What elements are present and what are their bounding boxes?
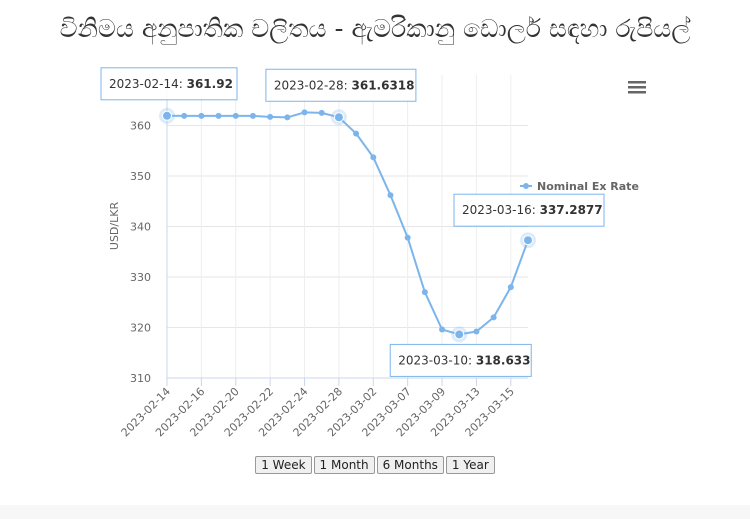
data-point xyxy=(249,112,256,119)
range-button[interactable]: 1 Year xyxy=(445,456,495,474)
hover-point xyxy=(523,235,533,246)
data-point xyxy=(404,234,411,241)
y-tick-label: 310 xyxy=(130,372,151,385)
range-selector: 1 Week 1 Month 6 Months 1 Year xyxy=(0,454,750,474)
tooltip: 2023-02-14: 361.92 xyxy=(100,67,238,101)
y-tick-label: 320 xyxy=(130,322,151,335)
tooltip-value: 318.633 xyxy=(476,353,531,367)
menu-icon[interactable] xyxy=(628,81,646,94)
tooltip-date: 2023-03-10 xyxy=(398,353,468,367)
tooltip-box xyxy=(453,193,605,227)
tooltip: 2023-03-16: 337.2877 xyxy=(453,193,605,227)
menu-bar xyxy=(628,91,646,94)
data-point xyxy=(284,114,291,121)
tooltip-text: 2023-02-28: 361.6318 xyxy=(274,78,415,92)
data-point xyxy=(439,326,446,333)
data-point xyxy=(232,112,239,119)
hover-point xyxy=(162,110,172,121)
menu-bar xyxy=(628,81,646,84)
data-point xyxy=(215,112,222,119)
y-tick-label: 360 xyxy=(130,120,151,133)
data-point xyxy=(267,113,274,120)
tooltip-date: 2023-03-16 xyxy=(462,203,532,217)
legend-marker xyxy=(523,183,529,189)
hover-point xyxy=(333,112,344,123)
footer-band xyxy=(0,505,750,519)
tooltip: 2023-03-10: 318.633 xyxy=(389,343,532,377)
series-line xyxy=(166,111,529,336)
chart-title: විනිමය අනුපාතික චලිතය - ඇමරිකානු ඩොලර් ස… xyxy=(60,14,691,45)
data-point xyxy=(370,154,377,161)
legend-label: Nominal Ex Rate xyxy=(537,180,639,193)
data-point xyxy=(473,328,480,335)
tooltip-value: 361.92 xyxy=(187,77,233,91)
range-button[interactable]: 1 Week xyxy=(255,456,312,474)
y-tick-label: 350 xyxy=(130,170,151,183)
tooltip: 2023-02-28: 361.6318 xyxy=(265,68,417,102)
data-point xyxy=(507,284,514,291)
y-tick-label: 340 xyxy=(130,221,151,234)
tooltip-sep: : xyxy=(344,78,352,92)
range-button[interactable]: 1 Month xyxy=(313,456,375,474)
data-point xyxy=(181,112,188,119)
tooltip-value: 337.2877 xyxy=(540,203,603,217)
data-point xyxy=(301,109,308,116)
tooltip-box xyxy=(265,68,417,102)
tooltip-value: 361.6318 xyxy=(352,78,415,92)
data-point xyxy=(421,289,428,296)
tooltip-sep: : xyxy=(179,77,187,91)
y-tick-label: 330 xyxy=(130,271,151,284)
data-point xyxy=(387,192,394,199)
tooltip-text: 2023-03-16: 337.2877 xyxy=(462,203,603,217)
tooltip-date: 2023-02-28 xyxy=(274,78,344,92)
tooltip-date: 2023-02-14 xyxy=(109,77,179,91)
data-point xyxy=(353,130,360,137)
range-button[interactable]: 6 Months xyxy=(376,456,444,474)
tooltip-box xyxy=(389,343,532,377)
menu-bar xyxy=(628,86,646,89)
y-axis-label: USD/LKR xyxy=(108,202,121,251)
tooltip-text: 2023-03-10: 318.633 xyxy=(398,353,530,367)
data-point xyxy=(490,314,497,321)
hover-point xyxy=(454,329,465,340)
tooltip-box xyxy=(100,67,238,101)
tooltip-sep: : xyxy=(532,203,540,217)
data-point xyxy=(198,112,205,119)
tooltip-sep: : xyxy=(468,353,476,367)
tooltip-text: 2023-02-14: 361.92 xyxy=(109,77,233,91)
data-point xyxy=(318,109,325,116)
